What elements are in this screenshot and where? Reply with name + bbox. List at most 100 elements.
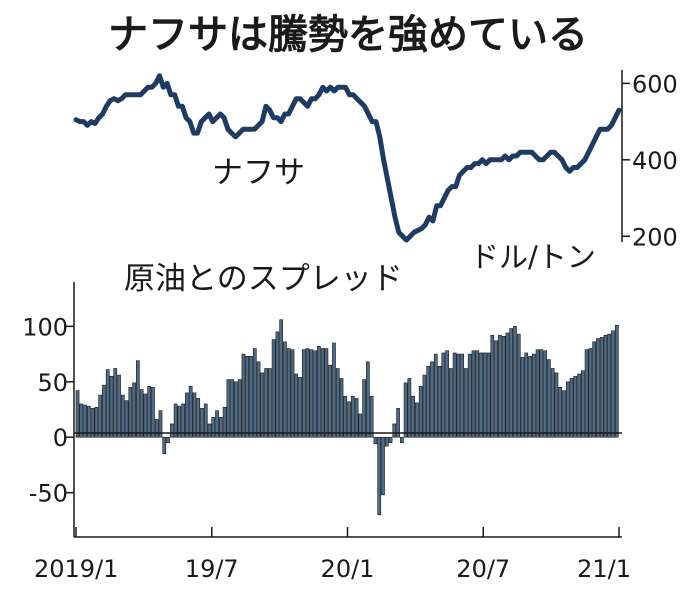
naphtha-series-label: ナフサ	[212, 155, 305, 191]
spread-bar	[222, 406, 227, 438]
spread-bar	[426, 365, 431, 438]
spread-bar	[271, 339, 276, 438]
spread-bar	[241, 353, 246, 438]
spread-bar	[392, 423, 397, 438]
spread-bar	[294, 373, 299, 438]
spread-bar	[128, 387, 133, 438]
spread-bar	[105, 369, 110, 438]
spread-y-ticks: -50 0 50 100	[22, 313, 74, 508]
spread-bar	[332, 342, 336, 438]
spread-bar	[588, 348, 593, 438]
spread-bar	[452, 352, 457, 438]
spread-bar	[143, 393, 148, 438]
spread-bar	[475, 350, 480, 438]
spread-bar	[614, 324, 619, 438]
spread-bars	[75, 319, 619, 516]
spread-bar	[275, 331, 280, 438]
spread-bar	[256, 361, 261, 438]
x-axis-tick-label: 21/1	[577, 555, 631, 583]
spread-bar	[418, 385, 423, 438]
spread-bar	[437, 365, 442, 438]
spread-bar	[173, 403, 178, 438]
spread-bar	[433, 353, 438, 438]
spread-bar	[445, 350, 449, 438]
spread-bar	[486, 352, 491, 438]
spread-bar	[309, 349, 314, 438]
spread-bar	[166, 436, 170, 444]
naphtha-y-tick-label: 400	[632, 147, 678, 175]
spread-bar	[543, 350, 547, 438]
spread-bar	[151, 387, 155, 438]
spread-bar	[154, 419, 159, 438]
spread-bar	[422, 374, 427, 438]
spread-bar	[136, 360, 140, 438]
spread-bar	[169, 423, 174, 438]
spread-bar	[87, 405, 91, 438]
x-axis-ticks: 2019/1 19/7 20/1 20/7 21/1	[34, 527, 631, 583]
spread-y-tick-label: 0	[53, 424, 68, 452]
spread-bar	[234, 381, 238, 438]
spread-bar	[516, 333, 521, 438]
spread-bar	[102, 384, 106, 438]
spread-bar	[177, 405, 182, 438]
spread-bar	[94, 406, 99, 438]
spread-bar	[388, 436, 393, 444]
spread-bar	[185, 392, 189, 438]
spread-bar	[467, 353, 472, 438]
spread-bar	[358, 413, 363, 438]
spread-bar	[381, 436, 385, 496]
x-axis-tick-label: 19/7	[185, 555, 239, 583]
spread-series-label: 原油とのスプレッド	[124, 261, 403, 297]
spread-bar	[268, 368, 272, 438]
naphtha-y-tick-label: 600	[632, 70, 678, 98]
spread-bar	[200, 408, 204, 438]
spread-bar	[305, 348, 310, 438]
spread-bar	[343, 395, 348, 438]
spread-bar	[482, 352, 487, 438]
spread-bar	[558, 387, 563, 438]
spread-bar	[109, 375, 114, 438]
spread-bar	[403, 382, 408, 438]
spread-bar	[320, 348, 325, 438]
spread-bar	[211, 416, 216, 438]
spread-bar	[215, 410, 219, 438]
spread-bar	[279, 319, 284, 438]
spread-bar	[313, 350, 317, 438]
spread-bar	[252, 348, 257, 438]
spread-bar	[369, 395, 374, 438]
spread-bar	[490, 334, 495, 438]
spread-bar	[203, 403, 208, 438]
spread-bar	[192, 392, 197, 438]
spread-bar	[249, 355, 253, 438]
spread-bar	[407, 378, 412, 438]
spread-bar	[599, 337, 604, 438]
spread-bar	[460, 353, 465, 438]
spread-bar	[505, 332, 510, 438]
spread-bar	[531, 353, 536, 438]
naphtha-y-tick-label: 200	[632, 223, 678, 251]
spread-bar	[181, 403, 185, 438]
x-axis-tick-label: 20/7	[456, 555, 510, 583]
spread-bar	[290, 349, 295, 438]
spread-bar	[607, 333, 612, 438]
spread-bar	[415, 402, 419, 438]
spread-bar	[260, 372, 265, 438]
spread-bar	[207, 423, 212, 438]
spread-bar	[366, 361, 370, 438]
spread-bar	[113, 368, 118, 438]
spread-panel: 原油とのスプレッド -50 0 50 100 2019/1 19/7 20/1 20/7 21…	[22, 261, 631, 583]
naphtha-y-ticks: 200 400 600	[622, 70, 678, 251]
spread-bar	[528, 355, 532, 438]
spread-bar	[324, 348, 329, 438]
spread-bar	[90, 408, 95, 438]
spread-bar	[384, 436, 389, 447]
spread-bar	[584, 349, 589, 438]
spread-y-tick-label: 100	[22, 313, 68, 341]
spread-bar	[411, 395, 415, 438]
spread-bar	[339, 378, 344, 438]
spread-bar	[573, 375, 578, 438]
spread-bar	[162, 436, 167, 455]
spread-bar	[298, 377, 302, 438]
spread-bar	[83, 404, 87, 438]
